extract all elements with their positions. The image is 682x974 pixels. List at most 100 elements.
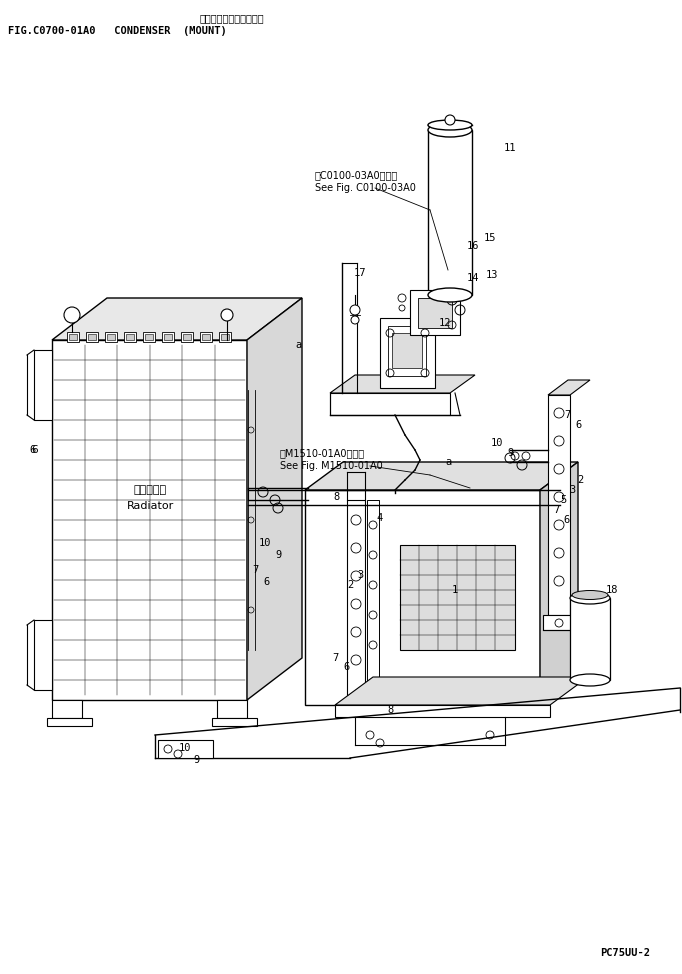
Polygon shape <box>335 677 588 705</box>
Bar <box>392 333 422 368</box>
Text: 4: 4 <box>377 513 383 523</box>
Text: a: a <box>445 457 451 467</box>
Text: 8: 8 <box>334 492 340 502</box>
Circle shape <box>64 307 80 323</box>
Polygon shape <box>548 380 590 395</box>
Bar <box>52 340 247 700</box>
Circle shape <box>221 309 233 321</box>
Text: 12: 12 <box>439 318 451 328</box>
Text: 6: 6 <box>344 662 350 672</box>
Bar <box>107 334 115 340</box>
Polygon shape <box>34 620 52 690</box>
Bar <box>181 332 193 342</box>
Text: 7: 7 <box>553 505 559 515</box>
Text: 6: 6 <box>564 515 570 525</box>
Bar <box>548 395 570 615</box>
Text: 10: 10 <box>491 438 503 448</box>
Text: FIG.C0700-01A0   CONDENSER  (MOUNT): FIG.C0700-01A0 CONDENSER (MOUNT) <box>8 26 226 36</box>
Bar <box>47 718 92 726</box>
Text: See Fig. C0100-03A0: See Fig. C0100-03A0 <box>315 183 416 193</box>
Text: 18: 18 <box>606 585 619 595</box>
Text: 1: 1 <box>452 585 458 595</box>
Text: コンデンサ（トリック）: コンデンサ（トリック） <box>200 13 265 23</box>
Polygon shape <box>247 298 302 700</box>
Text: ラジエータ: ラジエータ <box>134 485 166 495</box>
Ellipse shape <box>428 123 472 137</box>
Bar <box>88 334 96 340</box>
Circle shape <box>445 115 455 125</box>
Text: 3: 3 <box>357 570 363 580</box>
Text: 9: 9 <box>275 550 281 560</box>
Circle shape <box>350 305 360 315</box>
Text: 13: 13 <box>486 270 499 280</box>
Text: 10: 10 <box>258 538 271 548</box>
Ellipse shape <box>572 590 608 600</box>
Text: Radiator: Radiator <box>126 501 174 511</box>
Bar <box>143 332 155 342</box>
Polygon shape <box>34 350 52 420</box>
Bar <box>67 332 79 342</box>
Circle shape <box>351 316 359 324</box>
Bar <box>86 332 98 342</box>
Bar <box>219 332 231 342</box>
Bar <box>126 334 134 340</box>
Text: 2: 2 <box>577 475 583 485</box>
Bar <box>330 393 450 415</box>
Text: 15: 15 <box>484 233 496 243</box>
Text: 9: 9 <box>507 448 513 458</box>
Bar <box>388 326 426 376</box>
Text: 2: 2 <box>347 580 353 590</box>
Bar <box>52 700 82 718</box>
Bar <box>367 500 379 695</box>
Polygon shape <box>330 375 475 393</box>
Bar <box>105 332 117 342</box>
Bar <box>124 332 136 342</box>
Text: 17: 17 <box>354 268 366 278</box>
Bar <box>410 290 460 335</box>
Bar <box>380 318 435 388</box>
Bar <box>305 490 540 705</box>
Text: 11: 11 <box>504 143 516 153</box>
Polygon shape <box>305 462 578 490</box>
Ellipse shape <box>428 288 472 302</box>
Text: 6: 6 <box>31 445 38 455</box>
Text: See Fig. M1510-01A0: See Fig. M1510-01A0 <box>280 461 383 471</box>
Text: 第C0100-03A0図参照: 第C0100-03A0図参照 <box>315 170 398 180</box>
Bar <box>418 298 452 328</box>
Text: 10: 10 <box>179 743 191 753</box>
Polygon shape <box>540 462 578 705</box>
Bar <box>162 332 174 342</box>
Bar <box>69 334 77 340</box>
Bar <box>400 545 515 650</box>
Bar <box>217 700 247 718</box>
Bar <box>200 332 212 342</box>
Bar <box>202 334 210 340</box>
Bar <box>543 615 575 630</box>
Polygon shape <box>52 298 302 340</box>
Text: 7: 7 <box>332 653 338 663</box>
Bar <box>212 718 257 726</box>
Text: 8: 8 <box>387 705 393 715</box>
Text: 5: 5 <box>560 495 566 505</box>
Bar <box>183 334 191 340</box>
Text: 6: 6 <box>264 577 270 587</box>
Bar <box>347 500 365 695</box>
Text: 6: 6 <box>575 420 581 430</box>
Bar <box>164 334 172 340</box>
Text: 6: 6 <box>30 445 36 455</box>
Text: 9: 9 <box>194 755 200 765</box>
Text: 14: 14 <box>466 273 479 283</box>
Ellipse shape <box>428 120 472 130</box>
Text: 16: 16 <box>466 241 479 251</box>
Text: PC75UU-2: PC75UU-2 <box>600 948 650 958</box>
Text: 3: 3 <box>569 485 575 495</box>
Text: 7: 7 <box>564 410 570 420</box>
Bar <box>335 705 550 717</box>
Bar <box>158 740 213 758</box>
Ellipse shape <box>570 674 610 686</box>
Text: a: a <box>295 340 301 350</box>
Ellipse shape <box>570 592 610 604</box>
Bar <box>570 598 610 680</box>
Text: 7: 7 <box>252 565 258 575</box>
Bar <box>428 130 472 295</box>
